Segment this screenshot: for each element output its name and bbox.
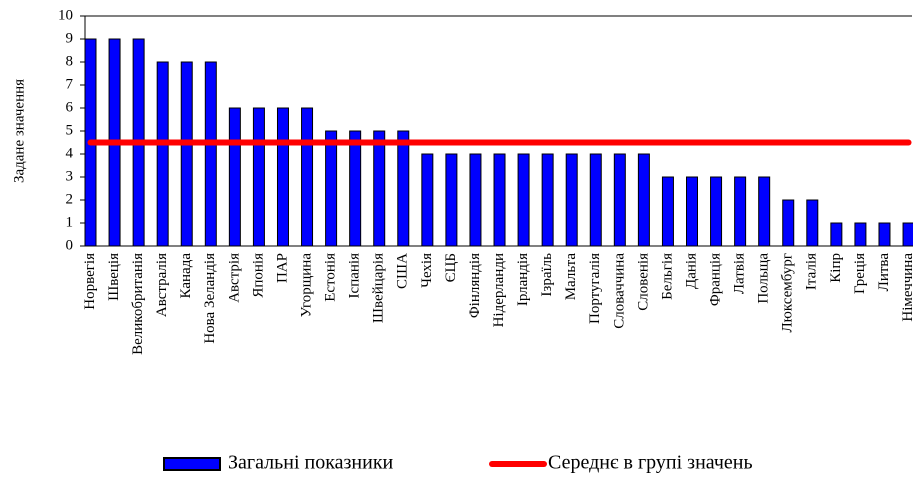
x-tick-label: Норвегія xyxy=(82,253,98,310)
x-tick-label: ПАР xyxy=(274,253,290,283)
bar xyxy=(806,199,819,247)
y-tick-label: 3 xyxy=(66,168,74,184)
bar xyxy=(397,130,410,247)
legend-label: Загальні показники xyxy=(228,452,394,474)
x-tick-label: Словенія xyxy=(635,253,651,311)
bar xyxy=(565,153,578,247)
y-tick-label: 10 xyxy=(58,7,73,23)
y-tick-label: 1 xyxy=(66,214,74,230)
x-tick-label: Канада xyxy=(178,253,194,299)
x-tick-label: Великобританія xyxy=(130,253,146,355)
bar xyxy=(686,176,698,247)
x-tick-label: Угорщина xyxy=(298,253,314,318)
x-tick-label: Швеція xyxy=(106,253,122,301)
bar xyxy=(228,107,241,247)
bar xyxy=(902,222,913,247)
x-tick-label: Чехія xyxy=(419,253,435,288)
bar xyxy=(661,176,674,247)
bar xyxy=(782,199,795,247)
x-tick-label: Японія xyxy=(250,253,266,298)
y-tick-label: 0 xyxy=(66,237,74,253)
y-tick-label: 2 xyxy=(66,191,74,207)
x-tick-label: Ірландія xyxy=(515,253,531,306)
x-tick-label: Словаччина xyxy=(611,253,627,329)
bar xyxy=(878,222,891,247)
y-tick-label: 8 xyxy=(66,53,74,69)
x-tick-label: Литва xyxy=(876,253,892,292)
bar xyxy=(421,153,434,247)
bar xyxy=(541,153,554,247)
bar xyxy=(493,153,506,247)
bar xyxy=(325,130,338,247)
legend-swatch xyxy=(163,457,221,471)
x-tick-label: Польща xyxy=(756,253,772,304)
bar xyxy=(156,61,169,247)
x-tick-label: Ізраїль xyxy=(539,253,555,297)
y-tick-label: 4 xyxy=(66,145,74,161)
x-tick-label: Люксембург xyxy=(780,253,796,333)
bar xyxy=(373,130,386,247)
x-tick-label: Нова Зеландія xyxy=(202,253,218,344)
bar xyxy=(710,176,723,247)
x-tick-label: США xyxy=(395,253,411,289)
x-tick-label: Нідерланди xyxy=(491,253,507,327)
bar xyxy=(180,61,193,247)
x-tick-label: Естонія xyxy=(323,253,339,302)
x-tick-label: Латвія xyxy=(732,253,748,294)
x-tick-label: Мальта xyxy=(563,253,579,301)
bar xyxy=(613,153,626,247)
legend-label: Середнє в групі значень xyxy=(548,452,753,474)
bar xyxy=(830,222,843,247)
bar xyxy=(589,153,602,247)
bar xyxy=(252,107,265,247)
x-tick-label: Швейцарія xyxy=(371,253,387,323)
x-tick-label: Фінляндія xyxy=(467,253,483,318)
bar xyxy=(517,153,530,247)
x-tick-label: Німеччина xyxy=(900,253,913,322)
x-tick-label: Бельгія xyxy=(659,253,675,300)
bar xyxy=(469,153,482,247)
x-tick-label: Італія xyxy=(804,253,820,290)
x-tick-label: Греція xyxy=(852,253,868,294)
bar xyxy=(734,176,747,247)
x-tick-label: Австрія xyxy=(226,253,242,303)
y-axis-label: Задане значення xyxy=(11,79,27,183)
x-tick-label: Португалія xyxy=(587,253,603,324)
x-tick-label: Іспанія xyxy=(347,253,363,299)
bar xyxy=(445,153,458,247)
x-tick-label: ЄЦБ xyxy=(443,253,459,282)
y-tick-label: 5 xyxy=(66,122,74,138)
x-tick-label: Данія xyxy=(683,253,699,289)
bar xyxy=(349,130,362,247)
x-tick-label: Франція xyxy=(707,253,723,306)
bar xyxy=(758,176,771,247)
x-tick-label: Кіпр xyxy=(828,253,844,283)
y-tick-label: 9 xyxy=(66,30,74,46)
y-tick-label: 7 xyxy=(66,76,74,92)
bar xyxy=(637,153,650,247)
x-tick-label: Австралія xyxy=(154,253,170,317)
bar xyxy=(301,107,314,247)
y-tick-label: 6 xyxy=(66,99,74,115)
bar xyxy=(854,222,867,247)
bar xyxy=(204,61,217,247)
bar xyxy=(276,107,289,247)
